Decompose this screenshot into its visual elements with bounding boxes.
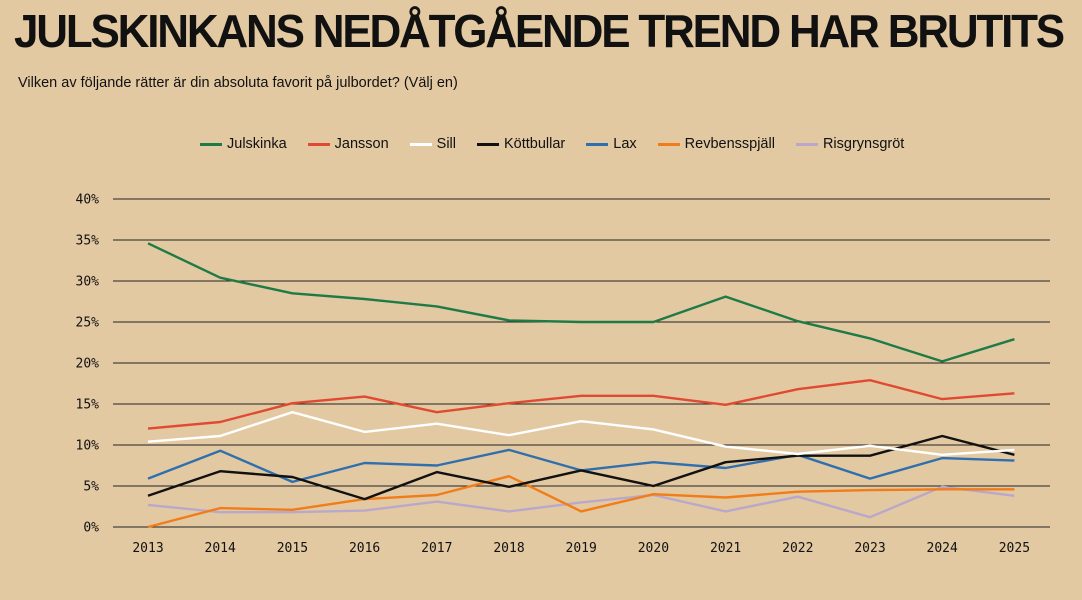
y-tick-label: 40% — [76, 193, 100, 208]
y-tick-label: 0% — [83, 521, 99, 536]
chart-subtitle: Vilken av följande rätter är din absolut… — [18, 75, 458, 91]
legend-item: Lax — [586, 136, 637, 152]
legend-label: Köttbullar — [504, 136, 566, 152]
legend-swatch — [586, 142, 609, 146]
legend-label: Julskinka — [227, 136, 287, 152]
x-tick-label: 2022 — [782, 541, 813, 556]
legend-swatch — [307, 142, 330, 146]
y-tick-label: 35% — [76, 234, 100, 249]
x-tick-label: 2024 — [927, 541, 958, 556]
legend-item: Revbensspjäll — [657, 136, 775, 152]
chart-title: JULSKINKANS NEDÅTGÅENDE TREND HAR BRUTIT… — [14, 6, 1065, 58]
y-tick-label: 25% — [76, 316, 100, 331]
series-line-k-ttbullar — [147, 434, 1015, 501]
legend-item: Sill — [409, 136, 456, 152]
chart-legend: Julskinka Jansson Sill Köttbullar Lax Revbens… — [200, 136, 925, 152]
series-line-julskinka — [147, 242, 1015, 363]
x-tick-label: 2015 — [277, 541, 308, 556]
x-tick-label: 2014 — [205, 541, 236, 556]
legend-item: Jansson — [307, 136, 389, 152]
x-tick-label: 2013 — [132, 541, 163, 556]
x-tick-label: 2021 — [710, 541, 741, 556]
x-tick-label: 2025 — [999, 541, 1030, 556]
legend-item: Risgrynsgröt — [795, 136, 905, 152]
y-tick-label: 5% — [83, 480, 99, 495]
legend-swatch — [200, 142, 222, 146]
x-tick-label: 2019 — [566, 541, 597, 556]
legend-label: Sill — [436, 136, 456, 152]
y-tick-label: 15% — [76, 398, 100, 413]
x-tick-label: 2023 — [854, 541, 885, 556]
legend-label: Revbensspjäll — [684, 136, 775, 152]
series-line-risgrynsgr-t — [147, 485, 1015, 519]
legend-label: Risgrynsgröt — [822, 136, 905, 152]
legend-label: Lax — [613, 136, 637, 152]
legend-swatch — [795, 142, 818, 146]
series-line-revbensspj-ll — [147, 475, 1015, 529]
legend-label: Jansson — [334, 136, 389, 152]
legend-item: Köttbullar — [477, 136, 565, 152]
legend-item: Julskinka — [200, 136, 287, 152]
legend-swatch — [409, 142, 432, 146]
y-tick-label: 20% — [76, 357, 100, 372]
series-line-sill — [147, 411, 1015, 456]
y-tick-label: 30% — [76, 275, 100, 290]
x-tick-label: 2017 — [421, 541, 452, 556]
series-line-lax — [147, 448, 1015, 484]
legend-swatch — [657, 142, 680, 146]
x-tick-label: 2016 — [349, 541, 380, 556]
x-tick-label: 2018 — [493, 541, 524, 556]
legend-swatch — [477, 142, 499, 146]
x-tick-label: 2020 — [638, 541, 669, 556]
y-tick-label: 10% — [76, 439, 100, 454]
series-line-jansson — [147, 379, 1015, 430]
